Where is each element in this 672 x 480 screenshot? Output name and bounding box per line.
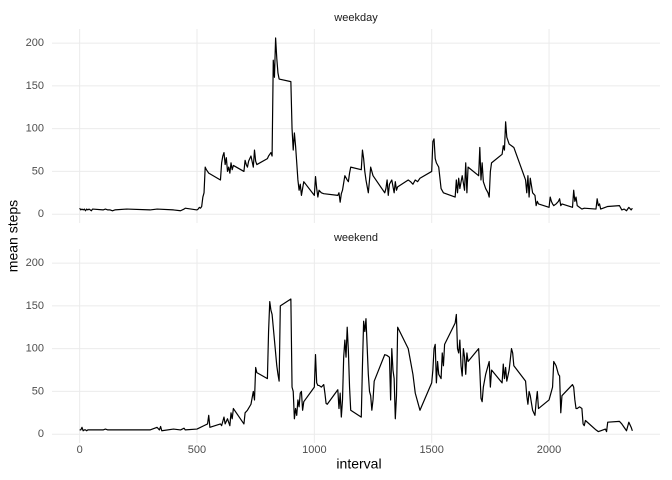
y-tick-label: 100	[26, 123, 44, 135]
data-line	[79, 37, 633, 212]
facet-label: weekday	[333, 12, 378, 24]
y-tick-label: 200	[26, 37, 44, 49]
y-tick-label: 100	[26, 343, 44, 355]
y-tick-label: 0	[38, 428, 44, 440]
facet-label: weekend	[333, 232, 378, 244]
y-tick-label: 150	[26, 80, 44, 92]
y-tick-label: 50	[32, 385, 44, 397]
x-tick-label: 1500	[419, 444, 443, 456]
x-tick-label: 500	[188, 444, 206, 456]
y-tick-label: 150	[26, 300, 44, 312]
x-tick-label: 1000	[302, 444, 326, 456]
x-tick-label: 0	[77, 444, 83, 456]
y-tick-label: 0	[38, 208, 44, 220]
data-line	[79, 298, 633, 433]
y-axis-label: mean steps	[5, 200, 21, 272]
x-axis-label: interval	[336, 456, 381, 472]
y-tick-label: 200	[26, 257, 44, 269]
y-tick-label: 50	[32, 165, 44, 177]
x-tick-label: 2000	[537, 444, 561, 456]
